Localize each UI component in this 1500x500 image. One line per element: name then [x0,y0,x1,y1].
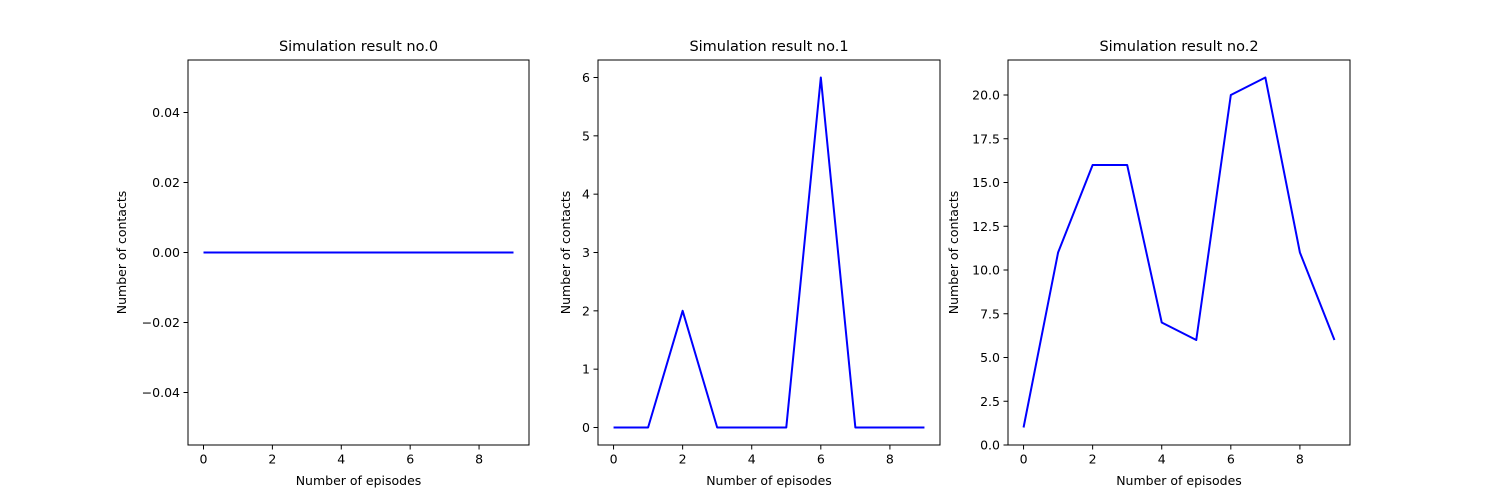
x-tick-label: 2 [1089,452,1097,467]
series-line-0 [613,76,925,429]
plot-frame [1007,59,1351,446]
x-axis-label: Number of episodes [1116,473,1242,488]
x-tick-label: 4 [337,452,345,467]
subplot-2: Simulation result no.2 Number of episode… [946,39,1351,488]
y-tick-label: 20.0 [972,88,1000,103]
y-tick-label: 4 [582,187,590,202]
y-tick-label: 12.5 [972,219,1000,234]
chart-title: Simulation result no.0 [279,39,438,55]
y-tick-label: 3 [582,245,590,260]
chart-title: Simulation result no.1 [689,39,848,55]
y-tick-label: 2.5 [980,394,1000,409]
x-tick-label: 0 [200,452,208,467]
y-tick-label: 10.0 [972,263,1000,278]
x-tick-label: 2 [679,452,687,467]
y-tick-label: 2 [582,303,590,318]
x-tick-label: 6 [406,452,414,467]
x-tick-label: 2 [268,452,276,467]
x-tick-label: 8 [886,452,894,467]
chart-title: Simulation result no.2 [1099,39,1258,55]
y-tick-label: 7.5 [980,306,1000,321]
subplot-1: Simulation result no.1 Number of episode… [558,39,941,488]
x-tick-label: 6 [1227,452,1235,467]
series-layer [1022,76,1336,428]
x-tick-label: 6 [817,452,825,467]
y-tick-label: 1 [582,362,590,377]
subplot-0: Simulation result no.0 Number of episode… [114,39,530,488]
tick-marks: 0 2 4 6 8 0.0 2.5 5.0 7.5 10.0 12.5 15.0 17.5 20.0 [972,88,1304,467]
y-axis-label: Number of contacts [946,191,961,315]
y-tick-label: −0.04 [142,385,180,400]
y-tick-label: 15.0 [972,175,1000,190]
x-tick-label: 8 [1296,452,1304,467]
plot-frame [187,59,530,446]
series-layer [613,76,925,429]
tick-marks: 0 2 4 6 8 −0.04 −0.02 0.00 0.02 0.04 [142,105,483,467]
y-tick-label: 0.04 [152,105,180,120]
x-tick-label: 0 [1020,452,1028,467]
x-tick-label: 0 [610,452,618,467]
y-tick-label: 6 [582,70,590,85]
x-axis-label: Number of episodes [706,473,832,488]
series-line-0 [1022,76,1336,428]
x-tick-label: 4 [748,452,756,467]
y-tick-label: 5 [582,128,590,143]
x-tick-label: 4 [1158,452,1166,467]
y-tick-label: 0.0 [980,438,1000,453]
tick-marks: 0 2 4 6 8 0 1 2 3 4 5 6 [582,70,894,467]
y-tick-label: 17.5 [972,131,1000,146]
y-axis-label: Number of contacts [114,191,129,315]
x-axis-label: Number of episodes [296,473,422,488]
y-tick-label: −0.02 [142,315,180,330]
y-tick-label: 5.0 [980,350,1000,365]
plot-frame [597,59,941,446]
y-tick-label: 0.02 [152,175,180,190]
y-tick-label: 0.00 [152,245,180,260]
y-axis-label: Number of contacts [558,191,573,315]
y-tick-label: 0 [582,420,590,435]
x-tick-label: 8 [475,452,483,467]
